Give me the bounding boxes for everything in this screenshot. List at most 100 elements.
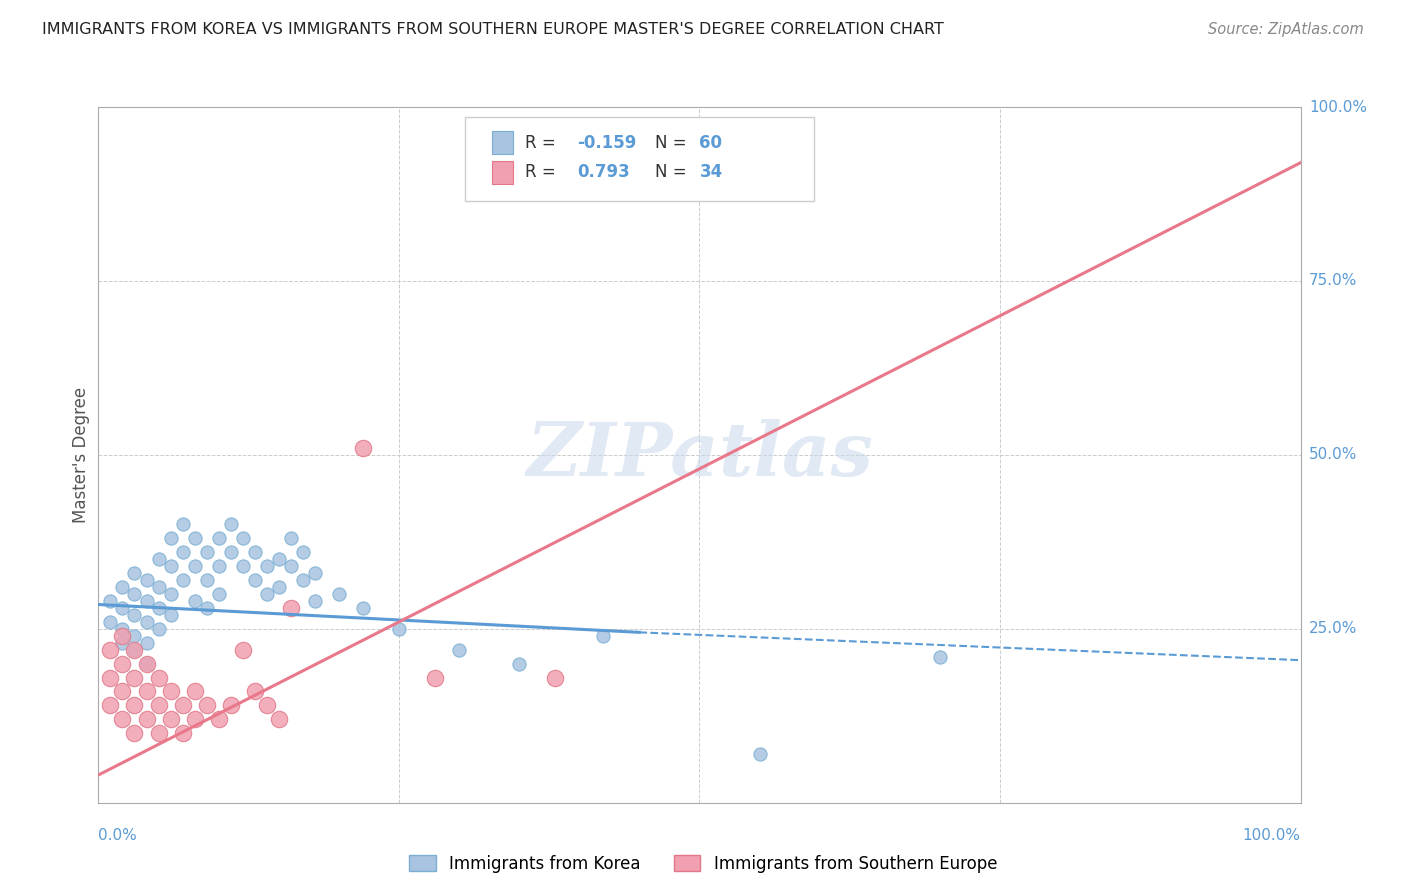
Point: [183, 712, 205, 726]
Text: 50.0%: 50.0%: [1309, 448, 1357, 462]
Point: [183, 684, 205, 698]
Point: [124, 587, 146, 601]
Point: [172, 698, 194, 713]
Point: [928, 649, 950, 664]
Point: [159, 587, 181, 601]
Point: [388, 622, 411, 636]
Point: [124, 726, 146, 740]
Point: [124, 566, 146, 581]
Text: IMMIGRANTS FROM KOREA VS IMMIGRANTS FROM SOUTHERN EUROPE MASTER'S DEGREE CORRELA: IMMIGRANTS FROM KOREA VS IMMIGRANTS FROM…: [42, 22, 943, 37]
Point: [135, 615, 157, 629]
Point: [172, 726, 194, 740]
Point: [111, 622, 134, 636]
Point: [267, 552, 290, 566]
Point: [267, 712, 290, 726]
Text: 75.0%: 75.0%: [1309, 274, 1357, 288]
Point: [159, 532, 181, 546]
Point: [100, 594, 122, 608]
Point: [592, 629, 614, 643]
Point: [219, 545, 242, 559]
Point: [183, 594, 205, 608]
Point: [243, 684, 266, 698]
Point: [195, 698, 218, 713]
Point: [208, 559, 231, 574]
Point: [219, 698, 242, 713]
Point: [280, 601, 302, 615]
Point: [256, 587, 278, 601]
Point: [111, 601, 134, 615]
Point: [291, 573, 314, 587]
Point: [124, 642, 146, 657]
Point: [159, 684, 181, 698]
Point: [256, 559, 278, 574]
Point: [124, 642, 146, 657]
Point: [508, 657, 530, 671]
Point: [208, 712, 231, 726]
Point: [447, 642, 470, 657]
Point: [280, 559, 302, 574]
Point: [208, 587, 231, 601]
Point: [159, 712, 181, 726]
Point: [148, 726, 170, 740]
Point: [352, 601, 374, 615]
Point: [208, 532, 231, 546]
Point: [124, 607, 146, 622]
Point: [172, 573, 194, 587]
Point: [124, 698, 146, 713]
Point: [135, 573, 157, 587]
Point: [328, 587, 350, 601]
Point: [148, 601, 170, 615]
Point: [100, 615, 122, 629]
Point: [135, 594, 157, 608]
Point: [195, 573, 218, 587]
Point: [183, 532, 205, 546]
Point: [159, 607, 181, 622]
Point: [304, 566, 326, 581]
Point: [148, 698, 170, 713]
Legend: Immigrants from Korea, Immigrants from Southern Europe: Immigrants from Korea, Immigrants from S…: [402, 848, 1004, 880]
Point: [148, 671, 170, 685]
Point: [135, 636, 157, 650]
Point: [232, 642, 254, 657]
Point: [256, 698, 278, 713]
Point: [159, 559, 181, 574]
FancyBboxPatch shape: [465, 118, 814, 201]
Point: [304, 594, 326, 608]
Point: [100, 671, 122, 685]
Text: R =: R =: [526, 163, 561, 181]
FancyBboxPatch shape: [492, 131, 513, 153]
Point: [232, 532, 254, 546]
Point: [243, 573, 266, 587]
Text: 100.0%: 100.0%: [1243, 828, 1301, 843]
Point: [280, 532, 302, 546]
Point: [195, 601, 218, 615]
Point: [111, 712, 134, 726]
Point: [100, 642, 122, 657]
Point: [124, 671, 146, 685]
Point: [135, 657, 157, 671]
Point: [124, 629, 146, 643]
Point: [423, 671, 446, 685]
Point: [267, 580, 290, 594]
Text: 0.0%: 0.0%: [98, 828, 138, 843]
Text: -0.159: -0.159: [576, 134, 637, 152]
Y-axis label: Master's Degree: Master's Degree: [72, 387, 90, 523]
Point: [219, 517, 242, 532]
Point: [172, 517, 194, 532]
Point: [111, 580, 134, 594]
Point: [135, 684, 157, 698]
FancyBboxPatch shape: [492, 161, 513, 184]
Text: N =: N =: [655, 163, 692, 181]
Point: [111, 657, 134, 671]
Text: ZIPatlas: ZIPatlas: [526, 418, 873, 491]
Text: Source: ZipAtlas.com: Source: ZipAtlas.com: [1208, 22, 1364, 37]
Text: N =: N =: [655, 134, 692, 152]
Point: [172, 545, 194, 559]
Point: [748, 747, 770, 761]
Point: [148, 552, 170, 566]
Point: [111, 684, 134, 698]
Point: [352, 441, 374, 455]
Point: [291, 545, 314, 559]
Point: [183, 559, 205, 574]
Point: [111, 636, 134, 650]
